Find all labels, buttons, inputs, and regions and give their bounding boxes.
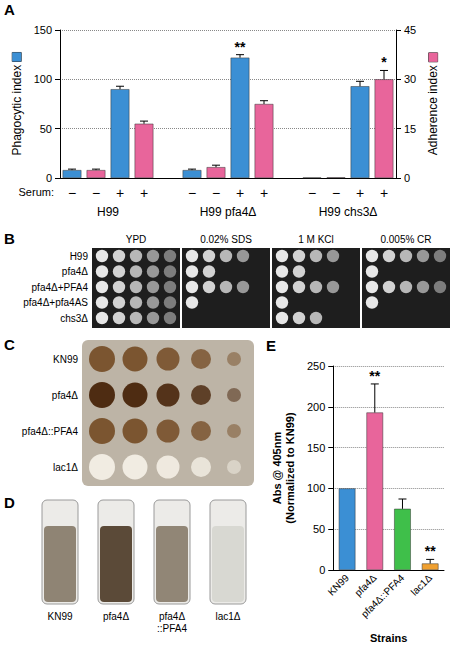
svg-text:KN99: KN99	[53, 354, 78, 365]
svg-text:250: 250	[307, 360, 325, 372]
svg-text:pfa4Δ::PFA4: pfa4Δ::PFA4	[22, 426, 79, 437]
svg-text:30: 30	[404, 73, 416, 85]
svg-text:pfa4Δ: pfa4Δ	[62, 266, 88, 277]
svg-text:::PFA4: ::PFA4	[157, 623, 187, 634]
svg-text:chs3Δ: chs3Δ	[60, 313, 88, 324]
svg-text:KN99: KN99	[326, 572, 352, 598]
svg-text:+: +	[356, 185, 364, 201]
svg-text:0.02% SDS: 0.02% SDS	[200, 234, 252, 245]
svg-text:+: +	[260, 185, 268, 201]
svg-text:50: 50	[40, 123, 52, 135]
svg-text:0: 0	[404, 172, 410, 184]
svg-text:**: **	[369, 368, 380, 384]
svg-text:pfa4Δ::PFA4: pfa4Δ::PFA4	[359, 572, 407, 620]
svg-text:B: B	[4, 230, 15, 247]
svg-text:−: −	[212, 185, 220, 201]
svg-text:0: 0	[46, 172, 52, 184]
svg-text:Adherence index: Adherence index	[426, 62, 440, 155]
svg-text:D: D	[4, 494, 15, 511]
svg-text:*: *	[381, 54, 387, 70]
svg-text:−: −	[92, 185, 100, 201]
svg-text:100: 100	[34, 73, 52, 85]
svg-text:lac1Δ: lac1Δ	[409, 572, 435, 598]
svg-text:Abs @ 405nm: Abs @ 405nm	[271, 432, 283, 505]
svg-text:0.005% CR: 0.005% CR	[380, 234, 431, 245]
svg-text:50: 50	[313, 523, 325, 535]
svg-text:**: **	[425, 543, 436, 559]
svg-text:pfa4Δ: pfa4Δ	[52, 390, 78, 401]
svg-text:H99: H99	[97, 205, 119, 219]
svg-text:pfa4Δ: pfa4Δ	[159, 611, 185, 622]
svg-text:A: A	[4, 1, 15, 18]
svg-text:**: **	[235, 39, 246, 55]
svg-text:pfa4Δ+PFA4: pfa4Δ+PFA4	[32, 282, 89, 293]
svg-text:Phagocytic index: Phagocytic index	[10, 61, 24, 155]
svg-text:150: 150	[34, 24, 52, 36]
svg-text:H99 chs3Δ: H99 chs3Δ	[319, 205, 378, 219]
svg-text:−: −	[68, 185, 76, 201]
svg-text:H99: H99	[70, 251, 89, 262]
svg-text:YPD: YPD	[126, 234, 147, 245]
svg-text:pfa4Δ: pfa4Δ	[103, 611, 129, 622]
svg-text:+: +	[140, 185, 148, 201]
svg-text:E: E	[266, 337, 276, 354]
svg-text:lac1Δ: lac1Δ	[53, 462, 78, 473]
svg-text:C: C	[4, 336, 15, 353]
svg-text:150: 150	[307, 442, 325, 454]
svg-text:200: 200	[307, 401, 325, 413]
svg-text:+: +	[380, 185, 388, 201]
svg-text:Serum:: Serum:	[19, 186, 54, 198]
svg-text:15: 15	[404, 123, 416, 135]
svg-text:−: −	[308, 185, 316, 201]
svg-text:lac1Δ: lac1Δ	[215, 611, 240, 622]
svg-text:+: +	[116, 185, 124, 201]
svg-text:−: −	[332, 185, 340, 201]
svg-text:(Normalized to KN99): (Normalized to KN99)	[284, 412, 296, 524]
svg-text:+: +	[236, 185, 244, 201]
svg-text:0: 0	[319, 564, 325, 576]
svg-text:45: 45	[404, 24, 416, 36]
svg-text:KN99: KN99	[47, 611, 72, 622]
svg-text:H99 pfa4Δ: H99 pfa4Δ	[200, 205, 257, 219]
svg-text:1 M KCl: 1 M KCl	[298, 234, 334, 245]
svg-text:Strains: Strains	[370, 632, 407, 644]
svg-text:100: 100	[307, 482, 325, 494]
svg-text:pfa4Δ+pfa4AS: pfa4Δ+pfa4AS	[23, 297, 88, 308]
svg-text:−: −	[188, 185, 196, 201]
